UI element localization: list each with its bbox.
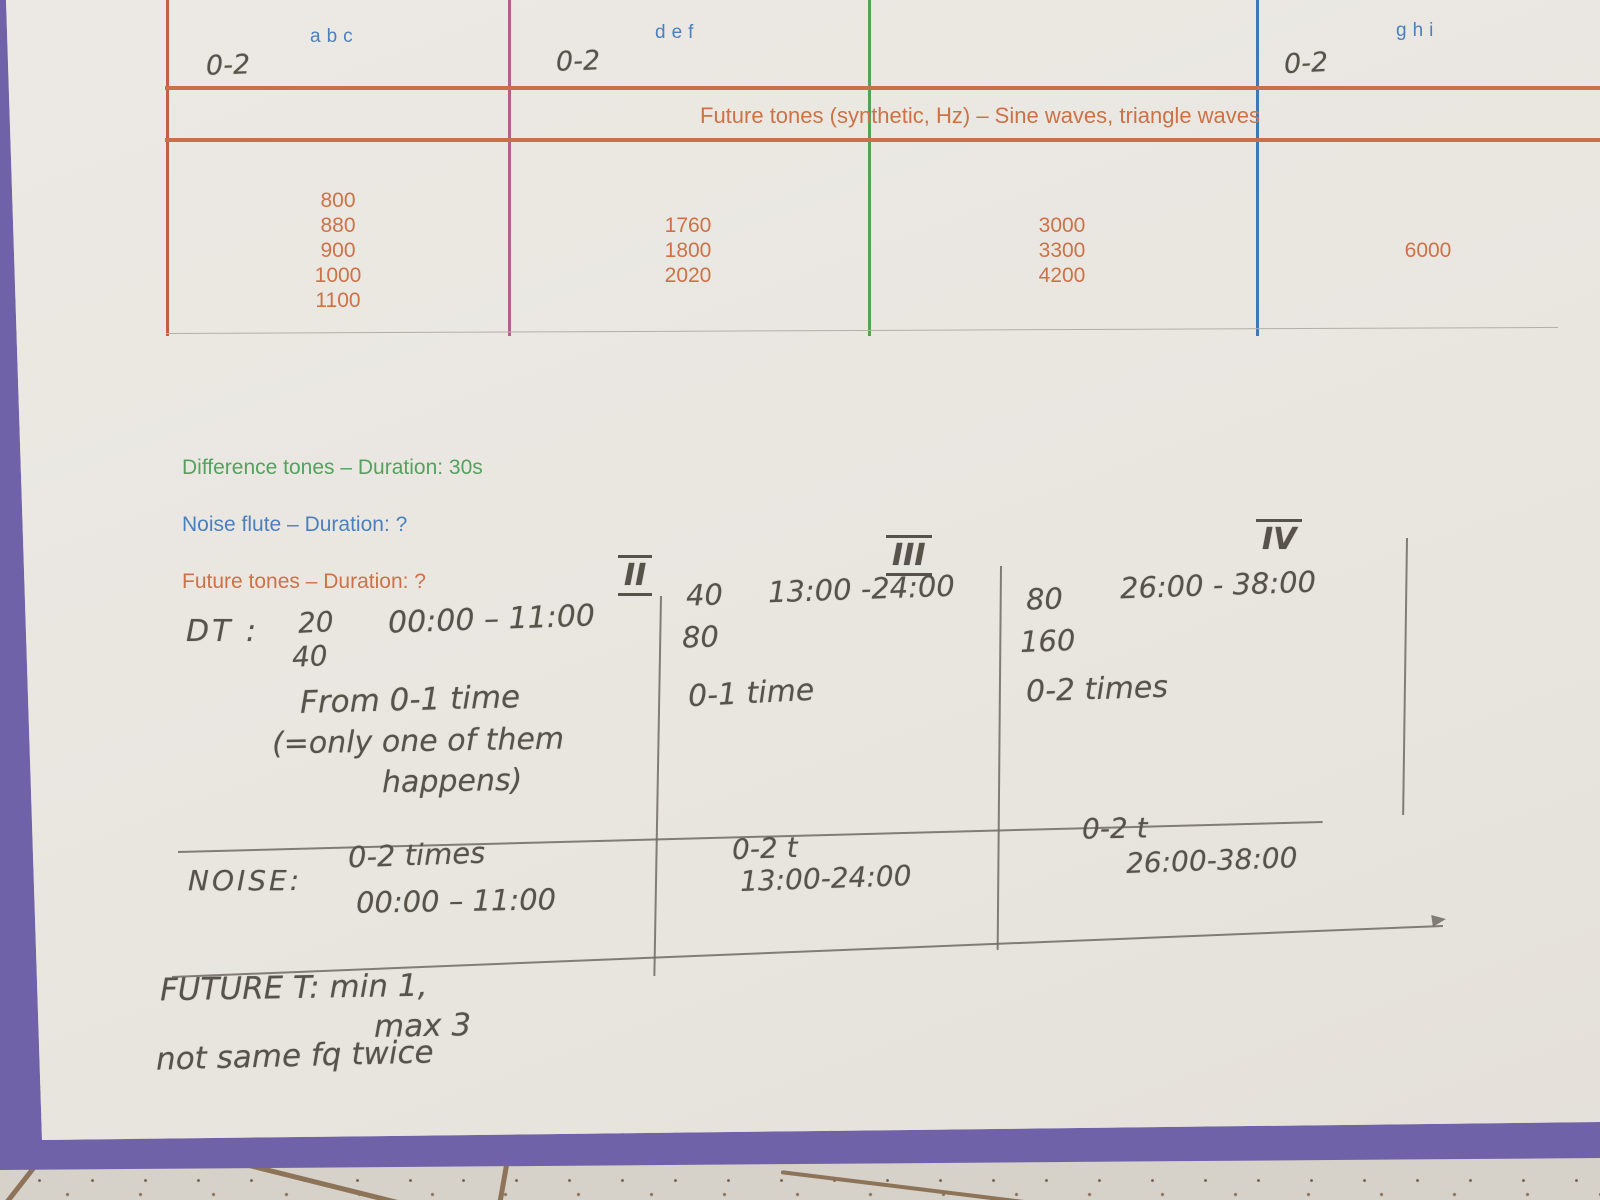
handwritten-count-abc: 0-2 xyxy=(205,49,251,82)
frequency-column-3: 3000 3300 4200 xyxy=(868,213,1256,288)
legend-future-tones: Future tones – Duration: ? xyxy=(182,570,426,593)
noise-cell2-time-range: 13:00-24:00 xyxy=(739,859,913,898)
legend-noise-flute: Noise flute – Duration: ? xyxy=(182,513,408,536)
table-border-bottom xyxy=(165,326,1558,334)
future-note-line1: FUTURE T: min 1, xyxy=(159,967,428,1009)
pencil-divider-2 xyxy=(996,565,1002,950)
pencil-divider-3 xyxy=(1402,537,1408,815)
section4-times-note: 0-2 times xyxy=(1025,669,1169,710)
table-banner-title: Future tones (synthetic, Hz) – Sine wave… xyxy=(700,103,1261,128)
frequency-value: 3300 xyxy=(1038,239,1086,262)
handwritten-count-ghi: 0-2 xyxy=(1283,46,1329,81)
frequency-value: 4200 xyxy=(1038,264,1086,287)
roman-numeral-iii: III xyxy=(886,535,932,576)
noise-cell1-times: 0-2 times xyxy=(347,835,486,875)
section4-time-range: 26:00 - 38:00 xyxy=(1119,564,1317,606)
section4-frequency-1: 80 xyxy=(1025,581,1064,617)
section3-frequency-1: 40 xyxy=(685,577,724,613)
dt-note-line1: From 0-1 time xyxy=(299,679,521,721)
frequency-value: 1100 xyxy=(315,289,361,312)
table-divider-blue xyxy=(1256,0,1259,336)
frequency-value: 6000 xyxy=(1404,239,1452,262)
frequency-column-def: 1760 1800 2020 xyxy=(508,213,868,288)
pencil-divider-1 xyxy=(653,595,662,976)
section4-frequency-2: 160 xyxy=(1019,623,1076,659)
frequency-value: 1800 xyxy=(664,239,712,262)
table-divider-pink xyxy=(508,0,511,336)
section3-time-range: 13:00 -24:00 xyxy=(767,568,956,610)
dt-time-range: 00:00 – 11:00 xyxy=(387,598,596,641)
column-label-ghi: ghi xyxy=(1396,20,1440,41)
roman-numeral-ii: II xyxy=(618,555,653,596)
frequency-column-abc: 800 880 900 1000 1100 xyxy=(168,188,508,313)
legend-difference-tones: Difference tones – Duration: 30s xyxy=(182,456,483,479)
section3-frequency-2: 80 xyxy=(681,619,720,655)
frequency-value: 2020 xyxy=(664,264,712,287)
column-label-abc: abc xyxy=(310,26,359,47)
table-border-left xyxy=(166,0,169,336)
noise-cell2-times: 0-2 t xyxy=(731,830,799,867)
dt-note-line3: happens) xyxy=(381,762,523,801)
dt-frequency-top: 20 xyxy=(297,605,335,640)
frequency-value: 3000 xyxy=(1038,214,1086,237)
table-divider-green xyxy=(868,0,871,336)
future-note-line3: not same fq twice xyxy=(155,1034,435,1078)
frequency-value: 900 xyxy=(320,239,356,262)
roman-numeral-iv: IV xyxy=(1256,519,1303,557)
dt-frequency-bottom: 40 xyxy=(291,639,329,674)
frequency-value: 800 xyxy=(320,189,356,212)
tile-grout-line xyxy=(0,1165,37,1200)
dt-label: DT : xyxy=(186,614,260,649)
tile-grout-line xyxy=(780,1170,1040,1200)
frequency-value: 1000 xyxy=(314,264,362,287)
arrow-head xyxy=(1431,913,1447,927)
frequency-value: 1760 xyxy=(664,214,712,237)
banner-line-bottom xyxy=(165,138,1600,142)
noise-label: NOISE: xyxy=(188,864,303,897)
dt-note-line2: (=only one of them xyxy=(271,721,565,762)
column-label-def: def xyxy=(655,22,700,43)
banner-line-top xyxy=(165,86,1600,90)
frequency-column-ghi: 6000 xyxy=(1256,238,1600,263)
handwritten-count-def: 0-2 xyxy=(555,45,601,78)
noise-cell3-times: 0-2 t xyxy=(1081,811,1148,846)
section3-times-note: 0-1 time xyxy=(687,672,816,715)
noise-cell3-time-range: 26:00-38:00 xyxy=(1125,841,1299,880)
frequency-value: 880 xyxy=(320,214,356,237)
noise-cell1-time-range: 00:00 – 11:00 xyxy=(355,882,557,920)
